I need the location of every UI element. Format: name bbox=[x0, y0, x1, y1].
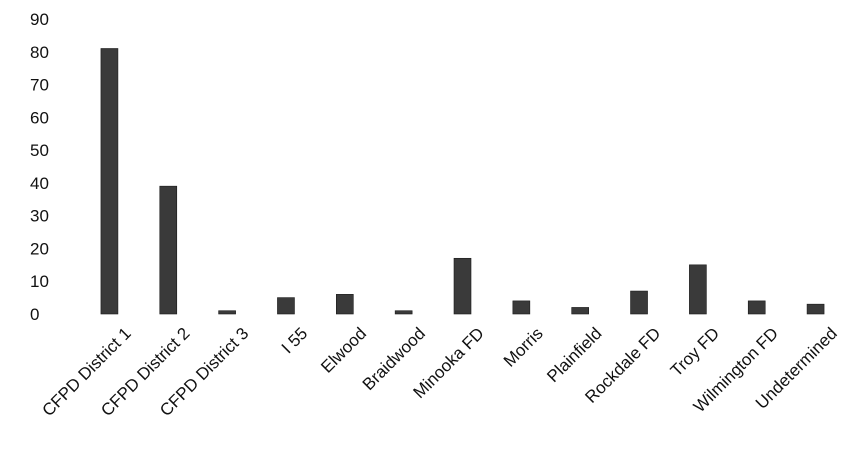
bar-cfpd-district-1 bbox=[100, 48, 119, 315]
bar-i-55 bbox=[277, 297, 295, 315]
x-category-label: Troy FD bbox=[667, 324, 723, 380]
bar-minooka-fd bbox=[453, 257, 472, 315]
y-tick-label: 50 bbox=[30, 141, 49, 160]
bars bbox=[100, 48, 825, 315]
y-tick-label: 20 bbox=[30, 239, 49, 258]
y-tick-label: 40 bbox=[30, 174, 49, 193]
bar-braidwood bbox=[394, 310, 413, 315]
x-category-label: I 55 bbox=[278, 324, 311, 357]
y-tick-label: 70 bbox=[30, 76, 49, 95]
bar-undetermined bbox=[806, 303, 825, 315]
bar-wilmington-fd bbox=[747, 300, 766, 315]
y-tick-label: 10 bbox=[30, 272, 49, 291]
y-axis: 0 10 20 30 40 50 60 70 80 90 bbox=[30, 10, 49, 324]
bar-cfpd-district-2 bbox=[159, 185, 178, 315]
x-category-label: Plainfield bbox=[543, 324, 605, 386]
x-category-label: Elwood bbox=[317, 324, 370, 377]
bar-rockdale-fd bbox=[630, 290, 648, 315]
bar-morris bbox=[512, 300, 531, 315]
y-tick-label: 30 bbox=[30, 207, 49, 226]
y-tick-label: 80 bbox=[30, 43, 49, 62]
y-tick-label: 60 bbox=[30, 108, 49, 127]
bar-cfpd-district-3 bbox=[218, 310, 236, 315]
bar-plainfield bbox=[571, 307, 589, 315]
y-tick-label: 90 bbox=[30, 10, 49, 29]
bar-elwood bbox=[336, 294, 354, 315]
x-category-label: Morris bbox=[500, 324, 547, 371]
y-tick-label: 0 bbox=[30, 305, 39, 324]
bar-troy-fd bbox=[689, 264, 707, 315]
